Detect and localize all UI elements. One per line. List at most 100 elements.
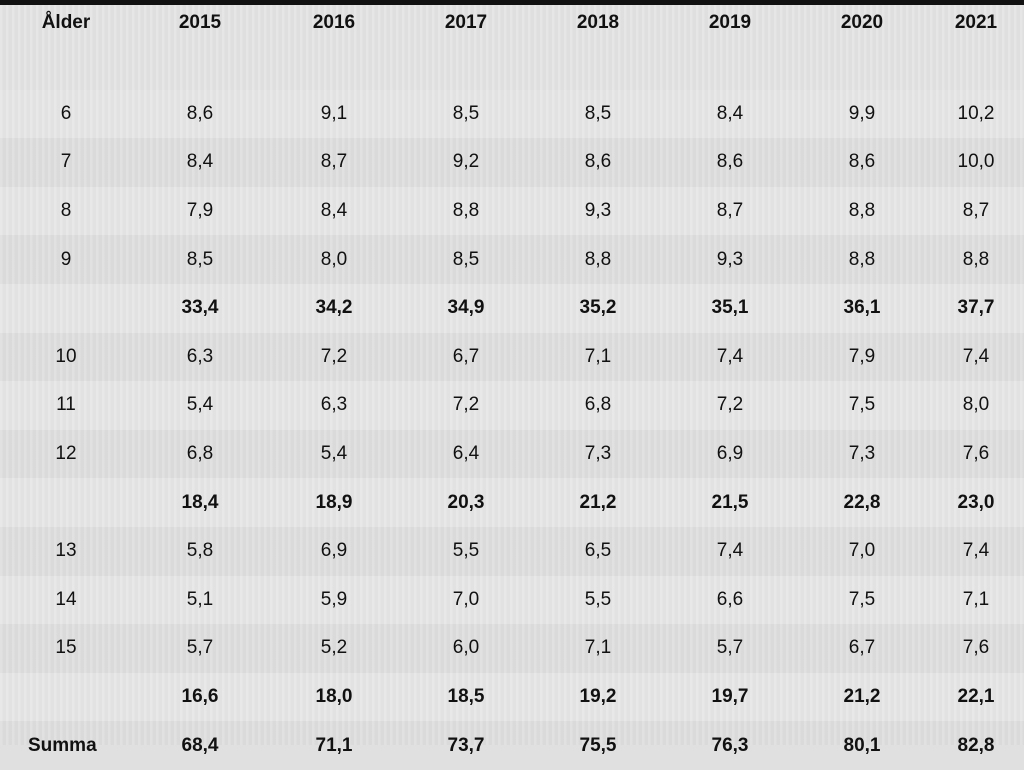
spacer-row <box>0 41 1024 90</box>
value-cell: 8,4 <box>716 102 744 124</box>
value-cell: 7,1 <box>584 637 612 659</box>
row-label-cell: 8 <box>60 200 72 222</box>
value-cell: 5,2 <box>320 637 348 659</box>
value-cell: 5,7 <box>186 637 214 659</box>
subtotal-row: 33,4 34,2 34,9 35,2 35,1 36,1 37,7 <box>0 283 1024 333</box>
value-cell: 7,4 <box>716 540 744 562</box>
table-container: Ålder 2015 2016 2017 2018 2019 2020 2021… <box>0 5 1024 756</box>
value-cell: 76,3 <box>711 734 749 756</box>
value-cell: 6,3 <box>320 394 348 416</box>
value-cell: 7,5 <box>848 588 876 610</box>
value-cell: 6,9 <box>320 540 348 562</box>
value-cell: 8,4 <box>320 200 348 222</box>
row-label-cell: 12 <box>55 443 77 465</box>
value-cell: 68,4 <box>181 734 219 756</box>
value-cell: 6,3 <box>186 345 214 367</box>
value-cell: 7,2 <box>320 345 348 367</box>
value-cell: 8,7 <box>962 200 990 222</box>
value-cell: 22,1 <box>957 686 995 708</box>
value-cell: 75,5 <box>579 734 617 756</box>
value-cell: 5,5 <box>584 588 612 610</box>
value-cell: 80,1 <box>843 734 881 756</box>
value-cell: 6,9 <box>716 443 744 465</box>
value-cell: 8,5 <box>186 248 214 270</box>
table-row: 15 5,7 5,2 6,0 7,1 5,7 6,7 7,6 <box>0 624 1024 673</box>
table-body: 6 8,6 9,1 8,5 8,5 8,4 9,9 10,2 7 8,4 8,7 9,2 8,6 8,6 8… <box>0 41 1024 770</box>
value-cell: 5,4 <box>186 394 214 416</box>
value-cell: 7,1 <box>962 588 990 610</box>
value-cell: 8,8 <box>962 248 990 270</box>
value-cell: 7,3 <box>584 443 612 465</box>
value-cell: 6,7 <box>848 637 876 659</box>
value-cell: 34,9 <box>447 297 485 319</box>
value-cell: 10,0 <box>957 151 995 173</box>
value-cell: 8,7 <box>320 151 348 173</box>
value-cell: 5,7 <box>716 637 744 659</box>
table-row: 12 6,8 5,4 6,4 7,3 6,9 7,3 7,6 <box>0 430 1024 479</box>
row-label-cell: 10 <box>55 345 77 367</box>
value-cell: 9,3 <box>584 200 612 222</box>
value-cell: 21,5 <box>711 491 749 513</box>
table-row: 9 8,5 8,0 8,5 8,8 9,3 8,8 8,8 <box>0 235 1024 284</box>
value-cell: 18,5 <box>447 686 485 708</box>
value-cell: 5,1 <box>186 588 214 610</box>
header-age: Ålder <box>41 12 91 33</box>
header-year: 2016 <box>312 12 356 33</box>
value-cell: 7,9 <box>848 345 876 367</box>
value-cell: 7,6 <box>962 443 990 465</box>
value-cell: 82,8 <box>957 734 995 756</box>
row-label-cell: 14 <box>55 588 77 610</box>
row-label-cell: 9 <box>60 248 72 270</box>
value-cell: 8,8 <box>452 200 480 222</box>
value-cell: 20,3 <box>447 491 485 513</box>
header-year: 2020 <box>840 12 884 33</box>
value-cell: 71,1 <box>315 734 353 756</box>
header-year: 2017 <box>444 12 488 33</box>
subtotal-row: 16,6 18,0 18,5 19,2 19,7 21,2 22,1 <box>0 672 1024 722</box>
value-cell: 18,0 <box>315 686 353 708</box>
value-cell: 8,6 <box>584 151 612 173</box>
value-cell: 8,5 <box>452 248 480 270</box>
top-rule <box>0 0 1024 5</box>
value-cell: 5,5 <box>452 540 480 562</box>
value-cell: 8,8 <box>848 248 876 270</box>
row-label-cell: 7 <box>60 151 72 173</box>
value-cell: 5,4 <box>320 443 348 465</box>
value-cell: 5,9 <box>320 588 348 610</box>
value-cell: 8,7 <box>716 200 744 222</box>
value-cell: 36,1 <box>843 297 881 319</box>
header-year: 2019 <box>708 12 752 33</box>
value-cell: 7,0 <box>452 588 480 610</box>
header-row: Ålder 2015 2016 2017 2018 2019 2020 2021 <box>0 5 1024 41</box>
value-cell: 35,2 <box>579 297 617 319</box>
value-cell: 10,2 <box>957 102 995 124</box>
value-cell: 6,8 <box>584 394 612 416</box>
row-label-cell <box>0 478 132 527</box>
table-row: 7 8,4 8,7 9,2 8,6 8,6 8,6 10,0 <box>0 138 1024 187</box>
value-cell: 37,7 <box>957 297 995 319</box>
value-cell: 18,4 <box>181 491 219 513</box>
value-cell: 7,2 <box>452 394 480 416</box>
table-row: 14 5,1 5,9 7,0 5,5 6,6 7,5 7,1 <box>0 575 1024 625</box>
value-cell: 9,3 <box>716 248 744 270</box>
row-label-cell: 15 <box>55 637 77 659</box>
table-row: 8 7,9 8,4 8,8 9,3 8,7 8,8 8,7 <box>0 186 1024 236</box>
value-cell: 5,8 <box>186 540 214 562</box>
value-cell: 8,6 <box>186 102 214 124</box>
value-cell: 6,7 <box>452 345 480 367</box>
row-label-cell: 6 <box>60 102 72 124</box>
subtotal-row: 18,4 18,9 20,3 21,2 21,5 22,8 23,0 <box>0 478 1024 527</box>
table-row: 11 5,4 6,3 7,2 6,8 7,2 7,5 8,0 <box>0 381 1024 430</box>
value-cell: 8,8 <box>584 248 612 270</box>
row-label-cell: 11 <box>56 394 76 416</box>
spacer-cell <box>0 41 1024 90</box>
total-row: Summa 68,4 71,1 73,7 75,5 76,3 80,1 82,8 <box>0 721 1024 770</box>
value-cell: 8,5 <box>452 102 480 124</box>
value-cell: 22,8 <box>843 491 881 513</box>
value-cell: 33,4 <box>181 297 219 319</box>
row-label-cell <box>0 673 132 722</box>
table-row: 10 6,3 7,2 6,7 7,1 7,4 7,9 7,4 <box>0 333 1024 382</box>
value-cell: 8,6 <box>848 151 876 173</box>
value-cell: 23,0 <box>957 491 995 513</box>
table-row: 6 8,6 9,1 8,5 8,5 8,4 9,9 10,2 <box>0 89 1024 139</box>
